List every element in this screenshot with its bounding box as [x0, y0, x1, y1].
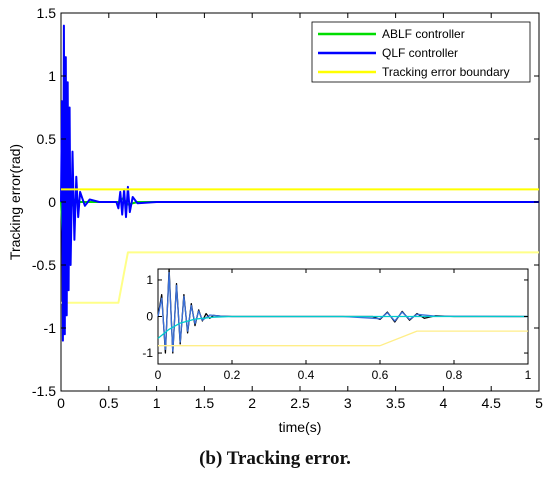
main-x-tick-label: 1.5: [195, 395, 215, 411]
inset-y-ticks: -1 0 1: [142, 273, 528, 360]
main-x-tick-label: 3.5: [386, 395, 406, 411]
main-series-line-2: [60, 24, 539, 342]
inset-series-line-1: [157, 272, 529, 352]
inset-y-tick-label: 0: [146, 310, 153, 324]
inset-x-ticks: 0 0.2 0.4 0.6 0.8 1: [155, 269, 532, 382]
main-x-tick-label: 3: [344, 395, 352, 411]
inset-x-tick-label: 0.6: [372, 368, 389, 382]
inset-series-line-2: [157, 315, 528, 339]
main-x-ticks: 0 0.5 1 1.5 2 2.5 3 3.5 4 4.5 5: [57, 13, 543, 411]
inset-x-tick-label: 0.8: [446, 368, 463, 382]
main-y-ticks: -1.5 -1 -0.5 0 0.5 1 1.5: [32, 5, 539, 399]
main-y-tick-label: -1.5: [32, 383, 56, 399]
inset-x-tick-label: 0.2: [224, 368, 241, 382]
inset-x-tick-label: 1: [525, 368, 532, 382]
main-x-tick-label: 2.5: [290, 395, 310, 411]
main-x-tick-label: 0.5: [99, 395, 119, 411]
legend-label-ablf: ABLF controller: [382, 27, 465, 41]
inset-x-tick-label: 0: [155, 368, 162, 382]
main-y-tick-label: 0: [48, 194, 56, 210]
x-axis-label: time(s): [279, 419, 322, 435]
y-axis-label: Tracking error(rad): [7, 144, 23, 260]
main-x-tick-label: 1: [153, 395, 161, 411]
main-y-tick-label: 1.5: [37, 5, 57, 21]
main-series-line-0: [61, 251, 539, 304]
figure-caption: (b) Tracking error.: [199, 448, 351, 469]
inset-y-tick-label: -1: [142, 346, 153, 360]
inset-series-line-3: [158, 330, 528, 347]
main-x-tick-label: 5: [535, 395, 543, 411]
main-x-tick-label: 4: [440, 395, 448, 411]
inset-series-group: [157, 268, 529, 354]
main-x-tick-label: 0: [57, 395, 65, 411]
main-y-tick-label: -0.5: [32, 257, 56, 273]
legend-label-boundary: Tracking error boundary: [382, 65, 510, 79]
main-x-tick-label: 2: [248, 395, 256, 411]
inset-y-tick-label: 1: [146, 273, 153, 287]
main-x-tick-label: 4.5: [481, 395, 501, 411]
main-y-tick-label: 1: [48, 68, 56, 84]
inset-x-tick-label: 0.4: [298, 368, 315, 382]
main-y-tick-label: 0.5: [37, 131, 57, 147]
legend: ABLF controller QLF controller Tracking …: [311, 21, 531, 83]
legend-label-qlf: QLF controller: [382, 46, 458, 60]
main-y-tick-label: -1: [44, 320, 57, 336]
main-series-group: [60, 24, 539, 342]
